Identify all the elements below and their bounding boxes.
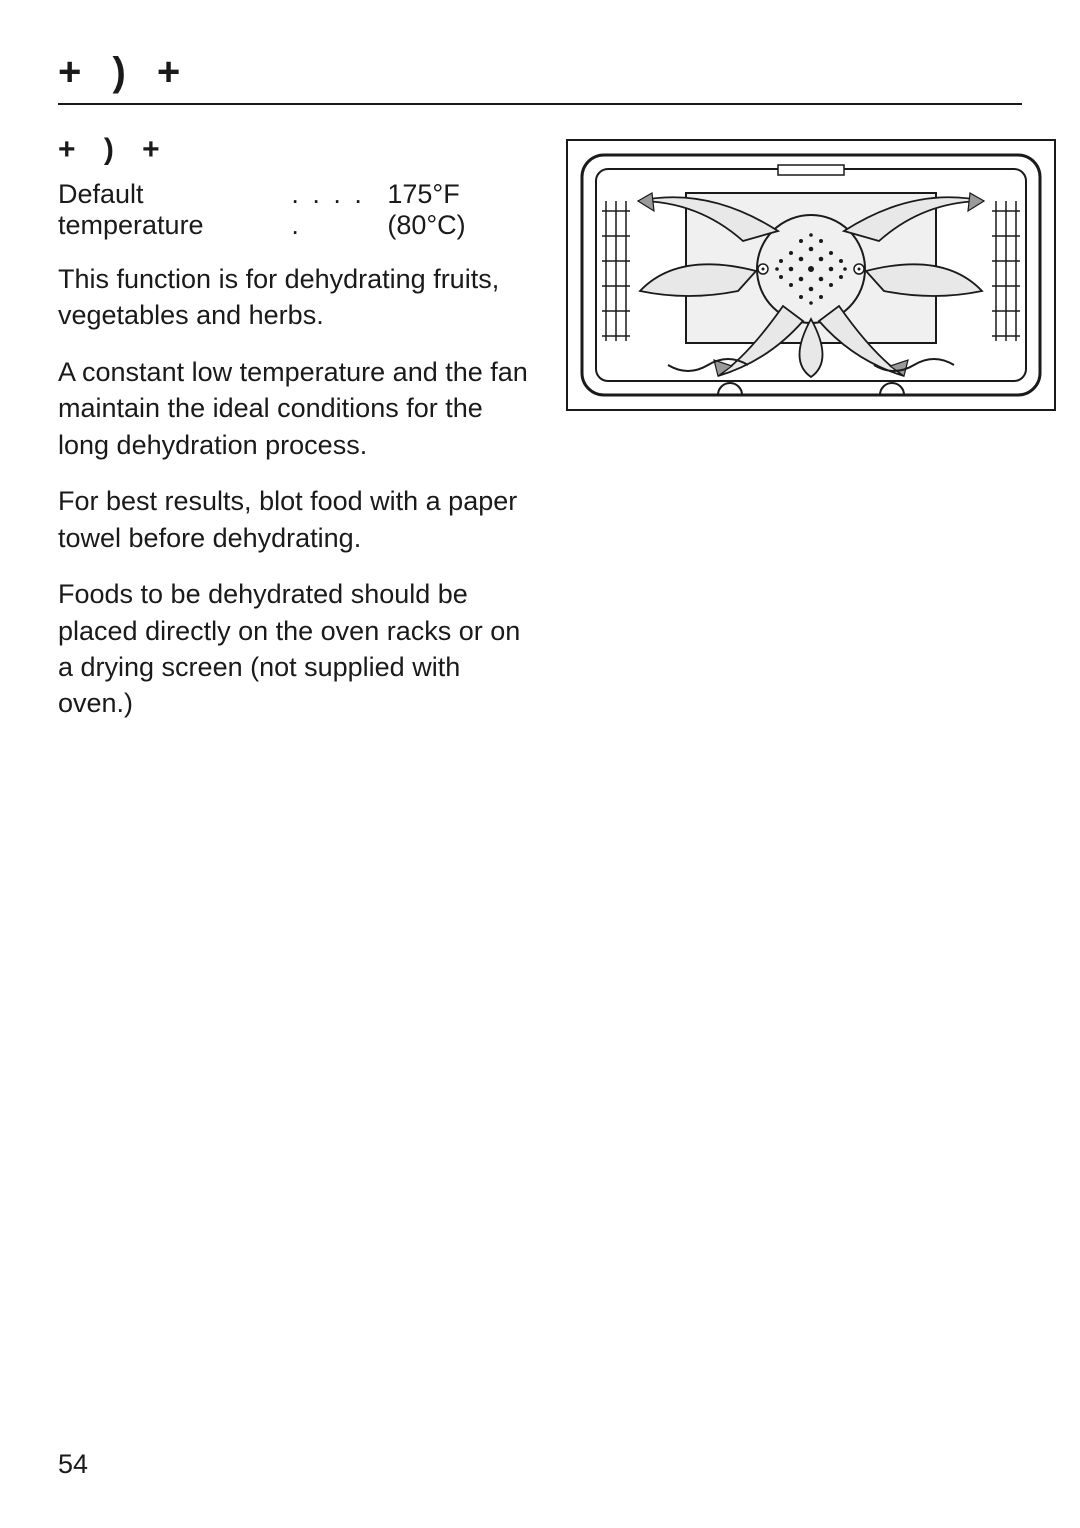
leader-dots: . . . . . bbox=[285, 179, 387, 241]
paragraph: A constant low temperature and the fan m… bbox=[58, 354, 538, 463]
paragraph: For best results, blot food with a paper… bbox=[58, 483, 538, 556]
oven-airflow-figure bbox=[566, 139, 1056, 411]
paragraph: Foods to be dehydrated should be placed … bbox=[58, 576, 538, 722]
oven-airflow-icon bbox=[568, 141, 1054, 409]
default-temp-value: 175°F (80°C) bbox=[387, 179, 538, 241]
page-header: + ) + bbox=[58, 50, 1022, 105]
default-temp-label: Default temperature bbox=[58, 179, 285, 241]
page-container: + ) + + ) + Default temperature . . . . … bbox=[0, 0, 1080, 1528]
section-symbols: + ) + bbox=[58, 133, 538, 167]
default-temperature-line: Default temperature . . . . . 175°F (80°… bbox=[58, 179, 538, 241]
header-symbols: + ) + bbox=[58, 50, 1022, 95]
text-column: + ) + Default temperature . . . . . 175°… bbox=[58, 133, 538, 742]
figure-column bbox=[566, 133, 1056, 742]
content-row: + ) + Default temperature . . . . . 175°… bbox=[58, 133, 1022, 742]
paragraph: This function is for dehydrating fruits,… bbox=[58, 261, 538, 334]
page-number: 54 bbox=[58, 1449, 88, 1480]
